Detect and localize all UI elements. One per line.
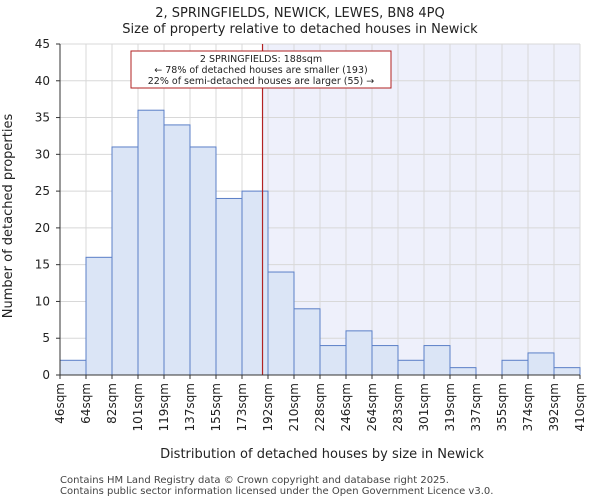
bar-392sqm <box>553 367 581 376</box>
bar-101sqm <box>137 109 165 376</box>
y-tick-label: 20 <box>35 221 50 235</box>
y-axis-label: Number of detached properties <box>1 114 16 319</box>
x-tick-label: 155sqm <box>209 383 223 431</box>
bar-355sqm <box>501 359 529 376</box>
bar-119sqm <box>163 124 191 376</box>
bar-173sqm <box>241 190 269 376</box>
x-tick-label: 374sqm <box>521 383 535 431</box>
bar-82sqm <box>111 146 139 376</box>
x-tick-label: 64sqm <box>79 383 93 424</box>
bar-192sqm <box>267 271 295 376</box>
footer-line-2: Contains public sector information licen… <box>60 486 493 497</box>
bar-283sqm <box>397 359 425 376</box>
y-tick-label: 25 <box>35 184 50 198</box>
y-tick-label: 15 <box>35 258 50 272</box>
bar-374sqm <box>527 352 555 376</box>
bar-64sqm <box>85 256 113 376</box>
y-tick-label: 0 <box>42 368 50 382</box>
x-tick-label: 283sqm <box>391 383 405 431</box>
x-tick-label: 337sqm <box>469 383 483 431</box>
x-axis-label: Distribution of detached houses by size … <box>160 447 484 462</box>
x-tick-label: 137sqm <box>183 383 197 431</box>
y-tick-label: 35 <box>35 111 50 125</box>
bar-46sqm <box>59 359 87 376</box>
bar-319sqm <box>449 367 477 376</box>
y-tick-label: 5 <box>42 331 50 345</box>
bar-246sqm <box>345 330 373 376</box>
annotation-line-2: ← 78% of detached houses are smaller (19… <box>154 65 367 76</box>
y-tick-label: 10 <box>35 294 50 308</box>
footer-line-1: Contains HM Land Registry data © Crown c… <box>60 475 449 486</box>
chart-title: 2, SPRINGFIELDS, NEWICK, LEWES, BN8 4PQ <box>155 6 445 21</box>
x-tick-label: 101sqm <box>131 383 145 431</box>
annotation-box <box>130 50 392 89</box>
y-tick-label: 30 <box>35 147 50 161</box>
annotation-line-3: 22% of semi-detached houses are larger (… <box>148 76 375 87</box>
bar-155sqm <box>215 197 243 376</box>
x-tick-labels: 46sqm 64sqm 82sqm 101sqm 119sqm 137sqm 155sqm 1… <box>53 375 587 431</box>
chart-subtitle: Size of property relative to detached ho… <box>122 22 478 37</box>
x-tick-label: 319sqm <box>443 383 457 431</box>
y-tick-labels: 0 5 10 15 20 25 30 35 40 45 <box>35 37 60 382</box>
x-tick-label: 228sqm <box>313 383 327 431</box>
x-tick-label: 46sqm <box>53 383 67 424</box>
x-tick-label: 210sqm <box>287 383 301 431</box>
x-tick-label: 192sqm <box>261 383 275 431</box>
x-tick-label: 173sqm <box>235 383 249 431</box>
y-tick-label: 40 <box>35 74 50 88</box>
x-tick-label: 410sqm <box>573 383 587 431</box>
x-tick-label: 355sqm <box>495 383 509 431</box>
x-tick-label: 82sqm <box>105 383 119 424</box>
x-tick-label: 246sqm <box>339 383 353 431</box>
annotation-line-1: 2 SPRINGFIELDS: 188sqm <box>200 54 322 65</box>
x-tick-label: 119sqm <box>157 383 171 431</box>
y-tick-label: 45 <box>35 37 50 51</box>
x-tick-label: 392sqm <box>547 383 561 431</box>
bar-301sqm <box>423 345 451 376</box>
bar-264sqm <box>371 345 399 376</box>
x-tick-label: 264sqm <box>365 383 379 431</box>
bar-137sqm <box>189 146 217 376</box>
bar-210sqm <box>293 308 321 376</box>
marker-annotation: 2 SPRINGFIELDS: 188sqm ← 78% of detached… <box>130 50 392 89</box>
bars <box>59 109 581 376</box>
bar-228sqm <box>319 345 347 376</box>
x-tick-label: 301sqm <box>417 383 431 431</box>
